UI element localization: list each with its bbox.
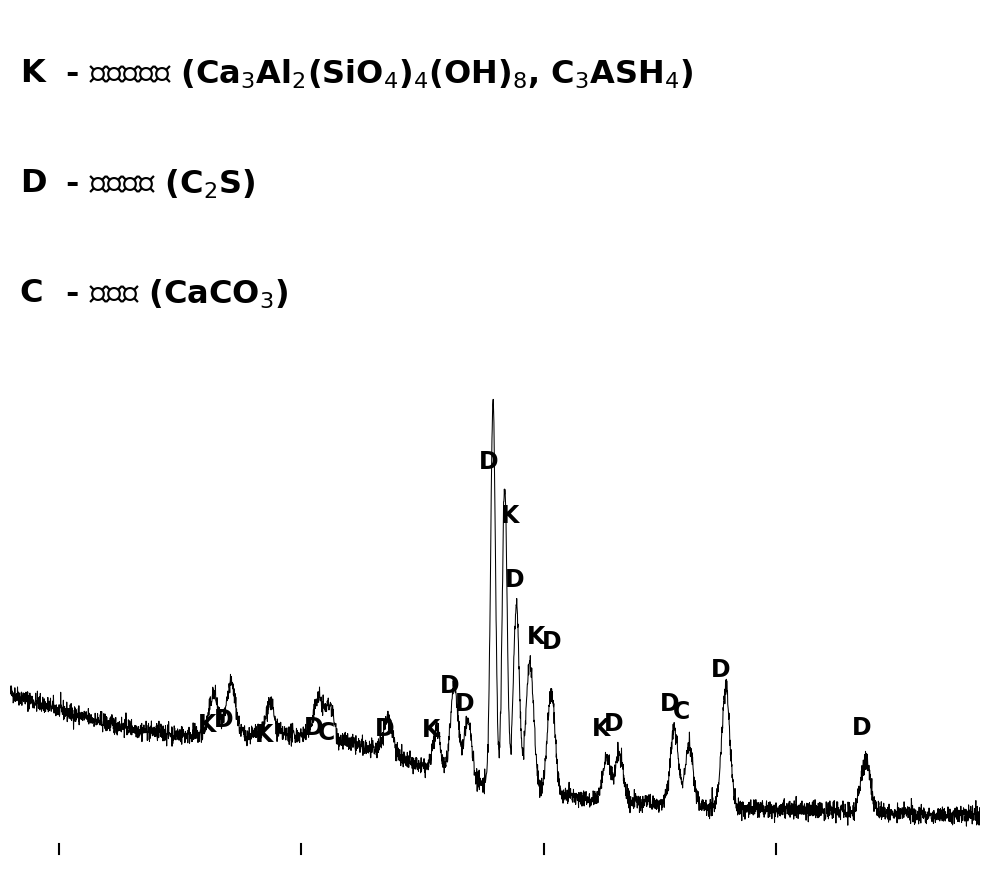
Text: K: K bbox=[20, 58, 45, 89]
Text: K: K bbox=[501, 503, 519, 528]
Text: C: C bbox=[20, 277, 43, 309]
Text: K: K bbox=[527, 624, 545, 648]
Text: K: K bbox=[198, 712, 216, 737]
Text: D: D bbox=[711, 657, 731, 681]
Text: D: D bbox=[440, 673, 459, 697]
Text: D: D bbox=[604, 711, 623, 735]
Text: D: D bbox=[541, 629, 561, 652]
Text: D: D bbox=[660, 691, 679, 716]
Text: C: C bbox=[673, 699, 690, 723]
Text: D: D bbox=[505, 567, 524, 591]
Text: D: D bbox=[375, 716, 394, 740]
Text: D: D bbox=[852, 715, 871, 738]
Text: D: D bbox=[304, 715, 323, 738]
Text: C: C bbox=[318, 720, 335, 744]
Text: D: D bbox=[479, 450, 499, 474]
Text: - 水化石榴石 (Ca$_3$Al$_2$(SiO$_4$)$_4$(OH)$_8$, C$_3$ASH$_4$): - 水化石榴石 (Ca$_3$Al$_2$(SiO$_4$)$_4$(OH)$_… bbox=[54, 58, 693, 91]
Text: - 方解石 (CaCO$_3$): - 方解石 (CaCO$_3$) bbox=[54, 277, 289, 310]
Text: D: D bbox=[214, 708, 233, 731]
Text: K: K bbox=[592, 716, 610, 740]
Text: K: K bbox=[255, 722, 273, 746]
Text: D: D bbox=[455, 691, 475, 716]
Text: - 硅酸二馒 (C$_2$S): - 硅酸二馒 (C$_2$S) bbox=[54, 168, 255, 201]
Text: D: D bbox=[20, 168, 46, 198]
Text: K: K bbox=[422, 717, 440, 741]
